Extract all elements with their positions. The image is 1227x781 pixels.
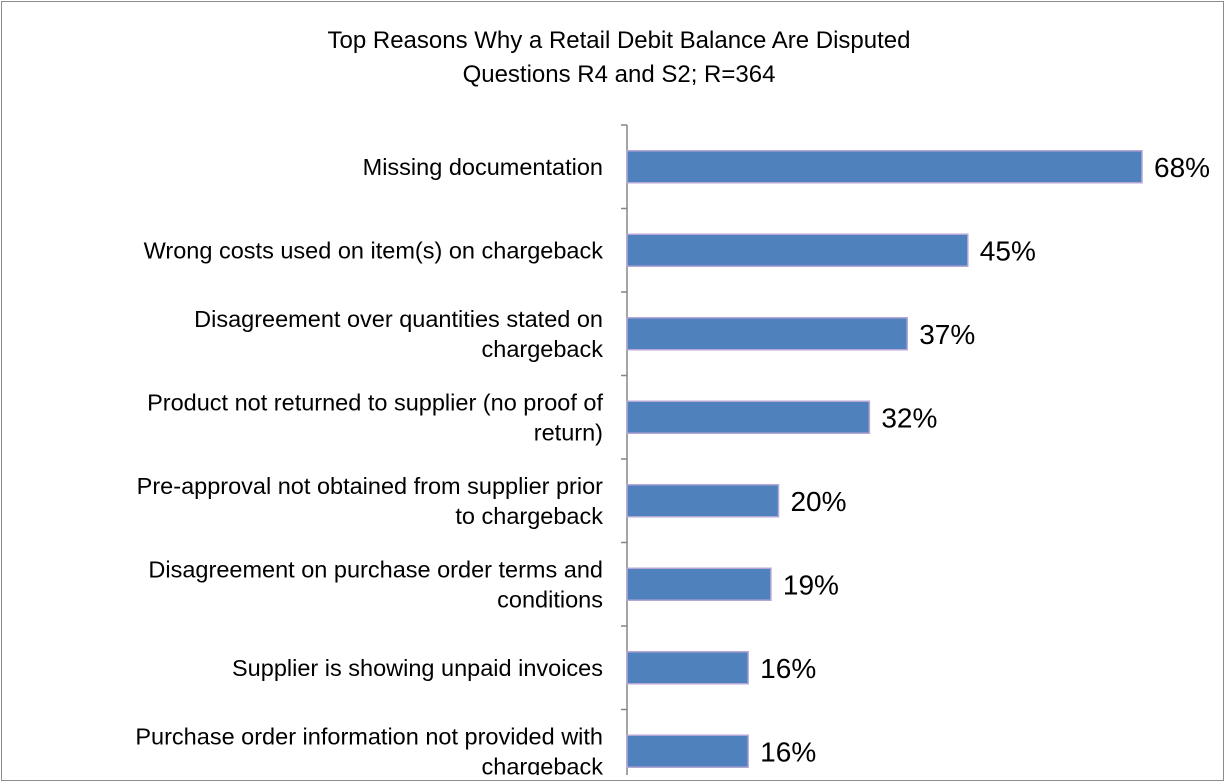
bar [626, 317, 908, 351]
chart-title: Top Reasons Why a Retail Debit Balance A… [328, 27, 911, 54]
category-label: Product not returned to supplier (no pro… [147, 389, 603, 445]
category-label: Disagreement on purchase order terms and… [148, 556, 603, 612]
category-label: Pre-approval not obtained from supplier … [137, 473, 604, 529]
category-label: Supplier is showing unpaid invoices [232, 655, 603, 681]
bar [626, 484, 780, 518]
data-label: 16% [760, 736, 816, 767]
category-label: Wrong costs used on item(s) on chargebac… [144, 237, 604, 263]
bar [626, 651, 749, 685]
data-labels: 68% 45% 37% 32% 20% 19% 16% 16% [760, 152, 1210, 768]
bar [626, 233, 969, 267]
bar [626, 400, 871, 434]
data-label: 20% [790, 486, 846, 517]
bar [626, 567, 772, 601]
data-label: 45% [980, 235, 1036, 266]
category-label: Missing documentation [363, 154, 603, 180]
category-label: Purchase order information not provided … [135, 723, 603, 775]
bar [626, 150, 1143, 184]
data-label: 19% [783, 569, 839, 600]
y-axis [621, 124, 628, 775]
chart-subtitle: Questions R4 and S2; R=364 [463, 61, 776, 88]
data-label: 37% [919, 319, 975, 350]
bar-series [626, 150, 1143, 768]
category-label: Disagreement over quantities stated on ch… [194, 306, 603, 362]
data-label: 68% [1154, 152, 1210, 183]
category-labels: Missing documentation Wrong costs used on… [135, 154, 603, 775]
bar [626, 734, 749, 768]
data-label: 32% [881, 402, 937, 433]
data-label: 16% [760, 653, 816, 684]
